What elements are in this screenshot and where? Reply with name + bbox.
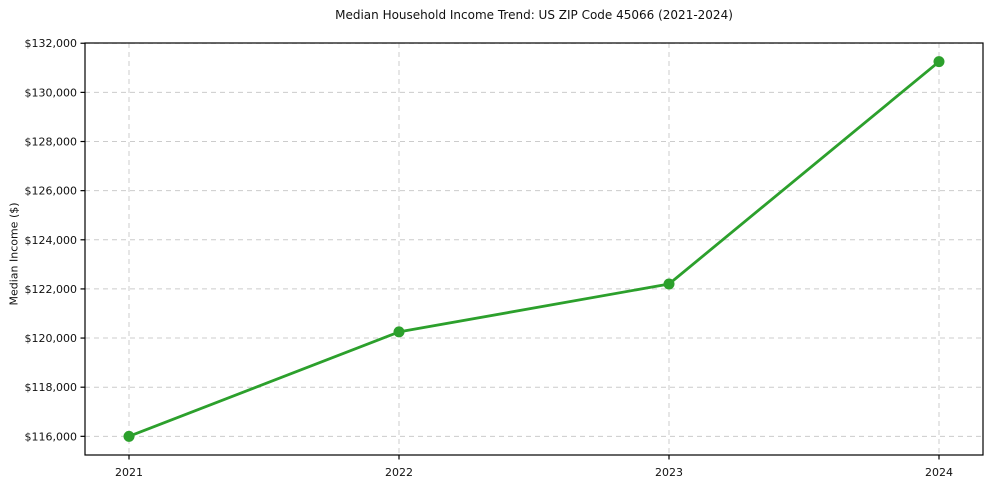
y-tick-label: $126,000	[25, 185, 78, 198]
x-tick-label: 2021	[115, 466, 143, 479]
y-axis-label-text: Median Income ($)	[7, 202, 21, 306]
y-tick-label: $122,000	[25, 283, 78, 296]
data-point	[393, 326, 405, 338]
y-tick-label: $116,000	[25, 430, 78, 443]
data-point	[663, 278, 675, 290]
data-point	[933, 56, 945, 68]
y-tick-label: $130,000	[25, 86, 78, 99]
data-point	[123, 430, 135, 442]
y-tick-label: $132,000	[25, 37, 78, 50]
chart-title: Median Household Income Trend: US ZIP Co…	[335, 8, 733, 22]
x-tick-label: 2024	[925, 466, 953, 479]
y-tick-label: $128,000	[25, 136, 78, 149]
x-tick-label: 2022	[385, 466, 413, 479]
plot-border	[84, 42, 984, 456]
x-tick-label: 2023	[655, 466, 683, 479]
trend-line	[127, 60, 941, 438]
y-tick-label: $120,000	[25, 332, 78, 345]
y-tick-label: $124,000	[25, 234, 78, 247]
y-tick-label: $118,000	[25, 381, 78, 394]
